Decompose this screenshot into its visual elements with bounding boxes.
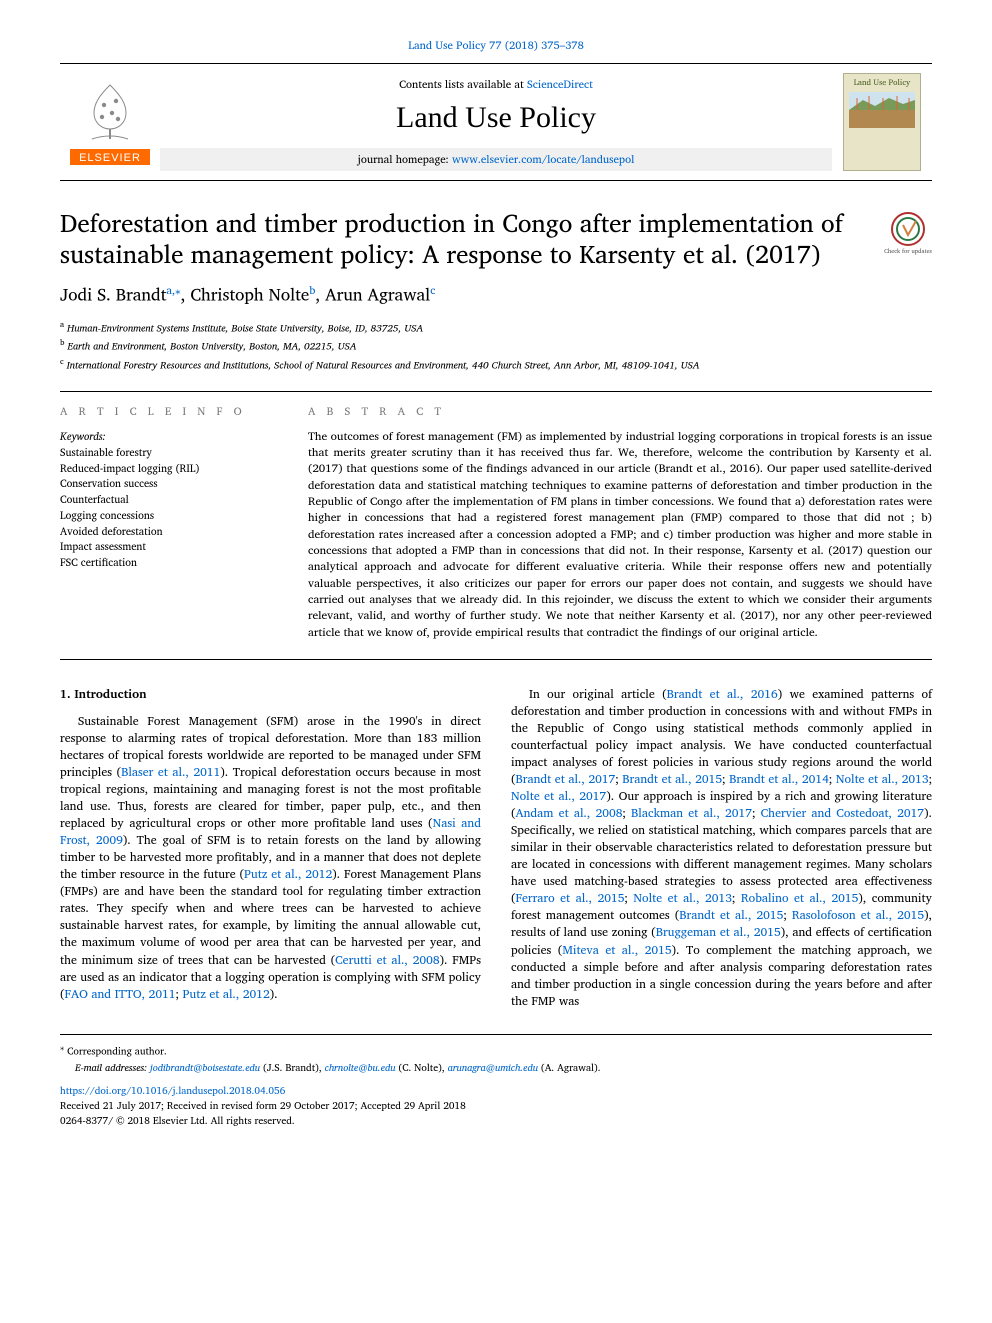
email-link[interactable]: jodibrandt@boisestate.edu (150, 1060, 260, 1076)
author-3: Arun Agrawal (325, 282, 430, 309)
cover-title: Land Use Policy (854, 78, 911, 86)
body-paragraph: In our original article (Brandt et al., … (511, 686, 932, 1010)
email-link[interactable]: chrnolte@bu.edu (325, 1060, 396, 1076)
rule-top (60, 391, 932, 392)
article-info-header: A R T I C L E I N F O (60, 404, 270, 419)
article-title: Deforestation and timber production in C… (60, 207, 866, 270)
cite-link[interactable]: Putz et al., 2012 (182, 985, 269, 1004)
body-col-right: In our original article (Brandt et al., … (511, 686, 932, 1010)
body-col-left: 1. Introduction Sustainable Forest Manag… (60, 686, 481, 1010)
sciencedirect-link[interactable]: ScienceDirect (527, 75, 593, 93)
abstract-header: A B S T R A C T (308, 404, 932, 419)
authors-line: Jodi S. Brandta,⁎, Christoph Nolteb, Aru… (60, 283, 932, 308)
cover-art-icon (849, 92, 915, 128)
doi-link[interactable]: https://doi.org/10.1016/j.landusepol.201… (60, 1083, 285, 1099)
homepage-line: journal homepage: www.elsevier.com/locat… (160, 148, 832, 171)
elsevier-wordmark-text: ELSEVIER (79, 152, 141, 164)
email-link[interactable]: arunagra@umich.edu (448, 1060, 538, 1076)
affiliations: a Human-Environment Systems Institute, B… (60, 318, 932, 373)
affil-b: b Earth and Environment, Boston Universi… (60, 336, 932, 354)
abstract-text: The outcomes of forest management (FM) a… (308, 429, 932, 641)
contents-prefix: Contents lists available at (399, 75, 527, 93)
footer: ⁎ Corresponding author. E-mail addresses… (60, 1034, 932, 1129)
body-paragraph: Sustainable Forest Management (SFM) aros… (60, 713, 481, 1003)
author-sep-1: , (181, 282, 191, 309)
journal-title: Land Use Policy (396, 98, 596, 139)
cite-link[interactable]: FAO and ITTO, 2011 (65, 985, 176, 1004)
author-1: Jodi S. Brandt (60, 282, 166, 309)
keyword-item: FSC certification (60, 555, 270, 571)
article-info-column: A R T I C L E I N F O Keywords: Sustaina… (60, 404, 270, 641)
corresponding-note: ⁎ Corresponding author. (60, 1041, 932, 1059)
publisher-logo-block: ELSEVIER (60, 64, 160, 180)
journal-cover-icon: Land Use Policy (843, 73, 921, 171)
check-updates-label: Check for updates (884, 248, 932, 254)
keywords-label: Keywords: (60, 429, 270, 443)
copyright-line: 0264-8377/ © 2018 Elsevier Ltd. All righ… (60, 1114, 932, 1129)
masthead-center: Contents lists available at ScienceDirec… (160, 64, 832, 180)
email-line: E-mail addresses: jodibrandt@boisestate.… (60, 1061, 932, 1076)
running-head-link[interactable]: Land Use Policy 77 (2018) 375–378 (408, 36, 584, 54)
rule-bottom (60, 659, 932, 660)
elsevier-wordmark-icon: ELSEVIER (70, 149, 150, 165)
author-1-affil-link[interactable]: a, (166, 281, 175, 299)
abstract-column: A B S T R A C T The outcomes of forest m… (308, 404, 932, 641)
corr-marker: ⁎ (60, 1040, 64, 1054)
homepage-prefix: journal homepage: (358, 150, 452, 168)
running-head: Land Use Policy 77 (2018) 375–378 (60, 38, 932, 53)
homepage-link[interactable]: www.elsevier.com/locate/landusepol (452, 150, 634, 168)
elsevier-tree-icon (82, 79, 138, 145)
author-2: Christoph Nolte (190, 282, 309, 309)
check-updates-icon (890, 211, 926, 247)
affil-a: a Human-Environment Systems Institute, B… (60, 318, 932, 336)
author-sep-2: , (315, 282, 325, 309)
journal-cover-block: Land Use Policy (832, 64, 932, 180)
contents-line: Contents lists available at ScienceDirec… (399, 77, 593, 92)
check-updates-badge[interactable]: Check for updates (884, 211, 932, 254)
affil-c: c International Forestry Resources and I… (60, 355, 932, 373)
body-columns: 1. Introduction Sustainable Forest Manag… (60, 686, 932, 1010)
dates-line: Received 21 July 2017; Received in revis… (60, 1099, 932, 1114)
author-3-affil-link[interactable]: c (430, 281, 435, 299)
section-heading: 1. Introduction (60, 686, 481, 703)
keywords-list: Sustainable forestry Reduced-impact logg… (60, 445, 270, 571)
masthead: ELSEVIER Contents lists available at Sci… (60, 63, 932, 181)
